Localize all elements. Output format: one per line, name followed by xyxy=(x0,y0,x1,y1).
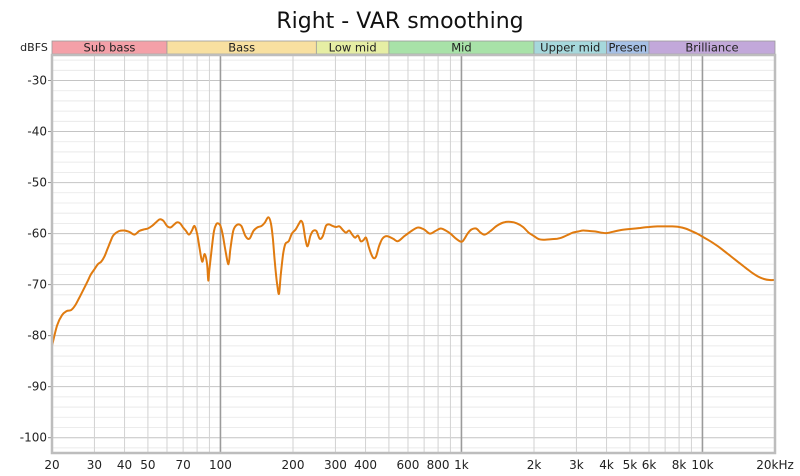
x-tick-label-16: 6k xyxy=(642,458,657,472)
band-label-2: Low mid xyxy=(329,41,377,55)
y-axis-unit-label: dBFS xyxy=(20,41,48,54)
chart-title: Right - VAR smoothing xyxy=(276,9,523,34)
x-tick-label-15: 5k xyxy=(623,458,638,472)
y-tick-label-3: -60 xyxy=(27,227,47,241)
y-axis-ticks: -30 -40 -50 -60 -70 -80 -90 -100 xyxy=(20,74,52,445)
band-label-3: Mid xyxy=(451,41,471,55)
band-label-4: Upper mid xyxy=(540,41,600,55)
band-label-5: Presen xyxy=(608,41,647,55)
x-tick-label-6: 200 xyxy=(282,458,305,472)
x-tick-label-3: 50 xyxy=(140,458,155,472)
series-layer xyxy=(51,216,776,347)
band-label-6: Brilliance xyxy=(685,41,738,55)
y-tick-label-2: -50 xyxy=(27,176,47,190)
x-tick-label-9: 600 xyxy=(397,458,420,472)
x-tick-label-13: 3k xyxy=(569,458,584,472)
x-tick-label-5: 100 xyxy=(209,458,232,472)
band-label-0: Sub bass xyxy=(84,41,136,55)
x-tick-label-10: 800 xyxy=(427,458,450,472)
y-tick-label-6: -90 xyxy=(27,380,47,394)
frequency-band-strip: Sub bass Bass Low mid Mid Upper mid Presen Bri… xyxy=(51,41,776,55)
x-tick-label-12: 2k xyxy=(527,458,542,472)
plot-frame xyxy=(50,53,777,455)
x-tick-label-19: 20kHz xyxy=(756,458,794,472)
y-tick-label-4: -70 xyxy=(27,278,47,292)
band-label-1: Bass xyxy=(228,41,255,55)
x-tick-label-7: 300 xyxy=(324,458,347,472)
x-tick-label-8: 400 xyxy=(354,458,377,472)
x-tick-label-14: 4k xyxy=(599,458,614,472)
x-tick-label-4: 70 xyxy=(175,458,190,472)
x-tick-label-11: 1k xyxy=(454,458,469,472)
series-line-0 xyxy=(51,216,776,347)
grid-lines xyxy=(51,55,776,453)
x-axis-ticks: 20 30 40 50 70 100 200 300 400 600 800 1k 2k 3k 4k 5k 6k… xyxy=(44,458,793,472)
x-tick-label-2: 40 xyxy=(117,458,132,472)
x-tick-label-0: 20 xyxy=(44,458,59,472)
x-tick-label-18: 10k xyxy=(691,458,713,472)
y-tick-label-1: -40 xyxy=(27,125,47,139)
x-tick-label-17: 8k xyxy=(672,458,687,472)
y-tick-label-0: -30 xyxy=(27,74,47,88)
x-tick-label-1: 30 xyxy=(87,458,102,472)
y-tick-label-7: -100 xyxy=(20,431,47,445)
y-tick-label-5: -80 xyxy=(27,329,47,343)
